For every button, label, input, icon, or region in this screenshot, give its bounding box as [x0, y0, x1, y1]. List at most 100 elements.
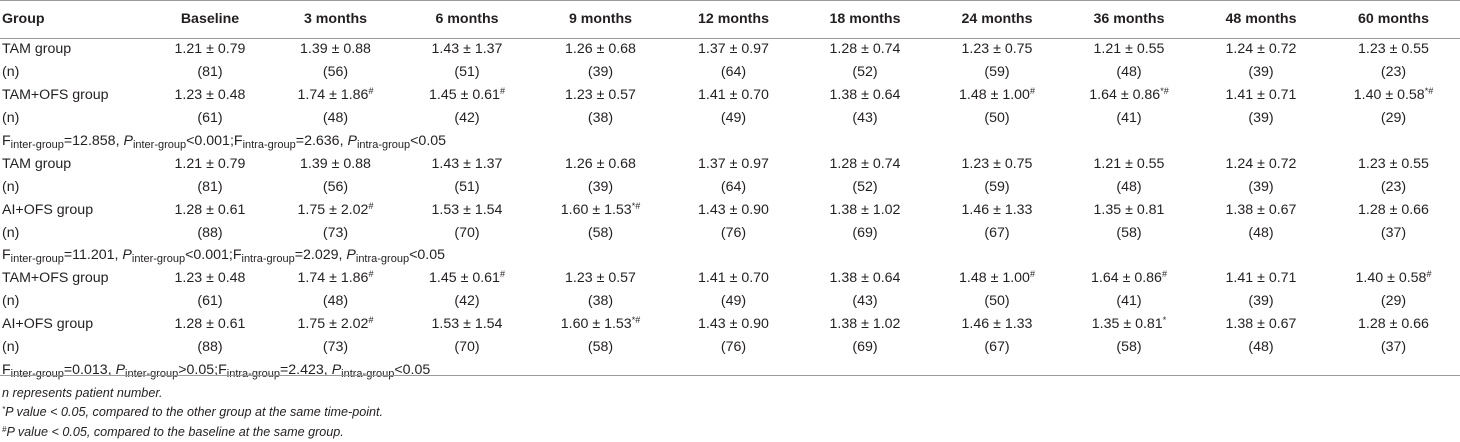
intra-group-subscript: intra-group: [241, 253, 295, 266]
table-row: AI+OFS group 1.28 ± 0.61 1.75 ± 2.02# 1.53 …: [0, 198, 1460, 221]
table-cell: (58): [1063, 221, 1195, 244]
cell-value: (39): [1248, 64, 1274, 81]
row-label: (n): [2, 339, 20, 356]
table-cell: (88): [150, 336, 270, 359]
cell-value: 1.38 ± 0.67: [1225, 316, 1297, 333]
table-cell: 1.38 ± 0.64: [799, 267, 931, 290]
table-cell: 1.41 ± 0.70: [668, 267, 799, 290]
separator: ,: [107, 361, 116, 378]
cell-value: 1.23 ± 0.48: [174, 87, 246, 104]
p-inter-value: <0.001: [185, 247, 229, 264]
significance-mark: *#: [631, 200, 641, 211]
table-cell: (52): [799, 61, 931, 84]
table-cell: (69): [799, 336, 931, 359]
table-cell: (43): [799, 107, 931, 130]
p-symbol: P: [123, 133, 133, 149]
table-cell: 1.38 ± 0.67: [1195, 313, 1327, 336]
cell-value: 1.38 ± 0.67: [1225, 201, 1297, 218]
cell-value: 1.43 ± 1.37: [431, 41, 503, 58]
header-rule: [0, 38, 1460, 39]
cell-value: (48): [1116, 64, 1142, 81]
semicolon: ;: [228, 247, 233, 264]
f-intra-value: 2.423: [288, 361, 324, 378]
table-cell: 1.48 ± 1.00#: [931, 84, 1063, 107]
cell-value: (43): [852, 293, 878, 310]
cell-value: 1.28 ± 0.61: [174, 316, 246, 333]
f-inter-value: 11.201: [72, 247, 115, 264]
table-cell: (69): [799, 221, 931, 244]
table-cell: 1.28 ± 0.61: [150, 313, 270, 336]
table-cell: (39): [533, 61, 668, 84]
cell-value: 1.40 ± 0.58: [1355, 270, 1427, 287]
cell-value: (58): [587, 339, 614, 356]
table-cell: 1.28 ± 0.66: [1327, 198, 1460, 221]
table-cell: 1.23 ± 0.48: [150, 267, 270, 290]
intra-group-subscript: intra-group: [356, 139, 411, 151]
table-cell: 1.60 ± 1.53*#: [533, 313, 668, 336]
cell-value: 1.48 ± 1.00: [959, 270, 1030, 287]
table-footnotes: n represents patient number. *P value < …: [2, 384, 383, 442]
cell-value: 1.41 ± 0.71: [1225, 87, 1297, 104]
table-cell: 1.28 ± 0.74: [799, 38, 931, 61]
p-symbol: P: [331, 361, 342, 378]
table-cell: 1.21 ± 0.79: [150, 152, 270, 175]
table-cell: (41): [1063, 290, 1195, 313]
header-cell-group: Group: [2, 11, 45, 27]
significance-mark: #: [1029, 269, 1035, 280]
table-cell: (37): [1327, 336, 1460, 359]
top-rule: [0, 0, 1460, 1]
cell-value: (41): [1116, 293, 1142, 310]
cell-value: (48): [1248, 339, 1274, 356]
table-cell: (48): [1195, 221, 1327, 244]
table-cell: (81): [150, 175, 270, 198]
semicolon: ;: [229, 133, 234, 149]
table-cell: (38): [533, 290, 668, 313]
table-cell: (70): [401, 221, 533, 244]
p-symbol: P: [346, 247, 356, 264]
table-cell: (39): [1195, 290, 1327, 313]
separator: ,: [339, 133, 348, 149]
significance-mark: *#: [631, 315, 641, 326]
significance-mark: #: [368, 269, 374, 280]
cell-value: 1.75 ± 2.02: [297, 201, 369, 218]
table-cell: (38): [533, 107, 668, 130]
cell-value: 1.74 ± 1.86: [297, 87, 369, 104]
significance-mark: #: [368, 200, 374, 211]
cell-value: 1.28 ± 0.66: [1358, 316, 1429, 333]
table-cell: 1.23 ± 0.75: [931, 38, 1063, 61]
cell-value: (39): [587, 178, 614, 195]
cell-value: (76): [720, 224, 747, 241]
table-cell: (39): [1195, 61, 1327, 84]
table-cell: (39): [533, 175, 668, 198]
table-cell: (37): [1327, 221, 1460, 244]
table-cell: 1.38 ± 0.67: [1195, 198, 1327, 221]
equals-sign: =: [279, 361, 289, 378]
header-cell-baseline: Baseline: [180, 11, 240, 27]
results-table-container: Group Baseline 3 months 6 months 9 month…: [0, 0, 1460, 379]
cell-value: 1.26 ± 0.68: [565, 41, 636, 58]
row-label: (n): [2, 110, 20, 127]
table-cell: 1.46 ± 1.33: [931, 198, 1063, 221]
inter-group-subscript: inter-group: [132, 139, 187, 151]
footnote-text: n represents patient number.: [2, 386, 163, 400]
cell-value: 1.38 ± 0.64: [829, 270, 901, 287]
bottom-rule: [0, 375, 1460, 376]
inter-group-subscript: inter-group: [131, 253, 186, 266]
cell-value: (49): [720, 110, 747, 127]
f-symbol: F: [218, 361, 227, 378]
cell-value: 1.43 ± 0.90: [698, 201, 769, 218]
cell-value: (38): [587, 293, 614, 310]
cell-value: (52): [852, 64, 878, 81]
significance-mark: #: [368, 315, 374, 326]
cell-value: 1.48 ± 1.00: [959, 87, 1030, 104]
cell-value: (81): [197, 64, 223, 81]
table-cell: 1.41 ± 0.70: [668, 84, 799, 107]
table-cell: 1.75 ± 2.02#: [270, 198, 401, 221]
table-row: (n) (88) (73) (70) (58) (76) (69) (67) (58) (48) (…: [0, 221, 1460, 244]
row-label: TAM group: [2, 41, 72, 58]
results-table: Group Baseline 3 months 6 months 9 month…: [0, 11, 1460, 379]
table-cell: 1.60 ± 1.53*#: [533, 198, 668, 221]
table-cell: (58): [533, 221, 668, 244]
cell-value: (51): [454, 178, 480, 195]
cell-value: 1.39 ± 0.88: [300, 41, 371, 58]
